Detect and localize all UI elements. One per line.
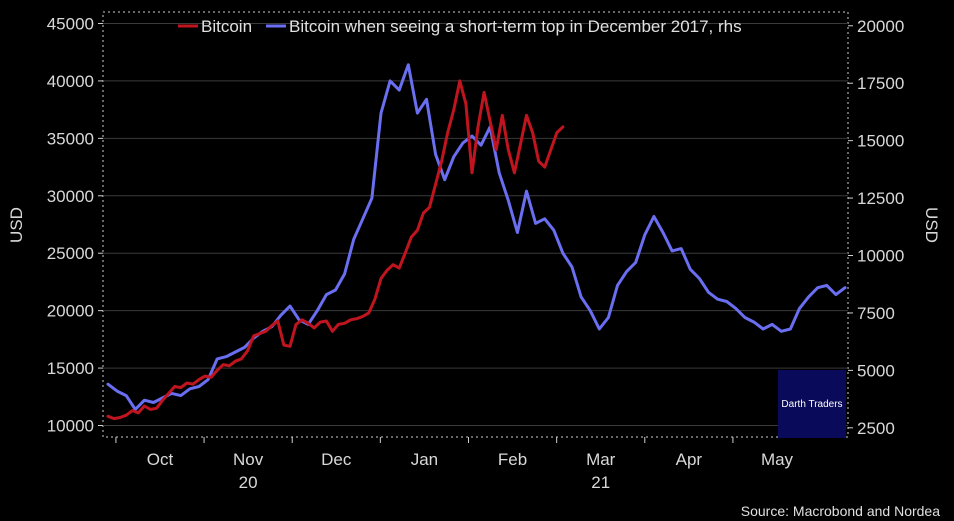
right-tick-label: 2500 (857, 419, 895, 438)
right-tick-label: 20000 (857, 17, 904, 36)
x-tick-label: Apr (676, 450, 703, 469)
left-tick-label: 25000 (47, 244, 94, 263)
left-tick-label: 20000 (47, 302, 94, 321)
left-axis-title: USD (7, 207, 26, 243)
right-tick-label: 7500 (857, 304, 895, 323)
x-tick-label: Jan (411, 450, 438, 469)
series-lines (106, 63, 847, 421)
source-note: Source: Macrobond and Nordea (740, 503, 940, 519)
right-tick-label: 5000 (857, 361, 895, 380)
right-tick-label: 12500 (857, 189, 904, 208)
right-tick-label: 15000 (857, 132, 904, 151)
x-tick-label: Feb (498, 450, 527, 469)
x-tick-label: May (761, 450, 794, 469)
right-axis-title: USD (922, 207, 941, 243)
right-tick-label: 10000 (857, 247, 904, 266)
legend: Bitcoin Bitcoin when seeing a short-term… (178, 17, 742, 36)
left-tick-label: 40000 (47, 72, 94, 91)
legend-label-bitcoin: Bitcoin (201, 17, 252, 36)
x-tick-label: Oct (147, 450, 174, 469)
watermark-logo: Darth Traders (778, 370, 846, 438)
right-axis-ticks: 2500 5000 7500 10000 12500 15000 17500 20000 (848, 17, 904, 438)
left-tick-label: 45000 (47, 14, 94, 33)
left-tick-label: 15000 (47, 359, 94, 378)
left-tick-label: 30000 (47, 187, 94, 206)
watermark-text: Darth Traders (781, 398, 843, 410)
right-tick-label: 17500 (857, 74, 904, 93)
left-axis-ticks: 10000 15000 20000 25000 30000 35000 40000 45000 (47, 14, 103, 436)
x-axis-ticks: Oct Nov Dec Jan Feb Mar Apr May 20 21 (115, 437, 794, 492)
left-tick-label: 35000 (47, 129, 94, 148)
series-line-bitcoin (106, 79, 565, 421)
left-tick-label: 10000 (47, 417, 94, 436)
x-tick-label: Nov (233, 450, 264, 469)
x-year-label: 21 (591, 473, 610, 492)
legend-label-bitcoin-2017: Bitcoin when seeing a short-term top in … (289, 17, 742, 36)
x-tick-label: Dec (321, 450, 352, 469)
x-tick-label: Mar (586, 450, 616, 469)
x-year-label: 20 (239, 473, 258, 492)
